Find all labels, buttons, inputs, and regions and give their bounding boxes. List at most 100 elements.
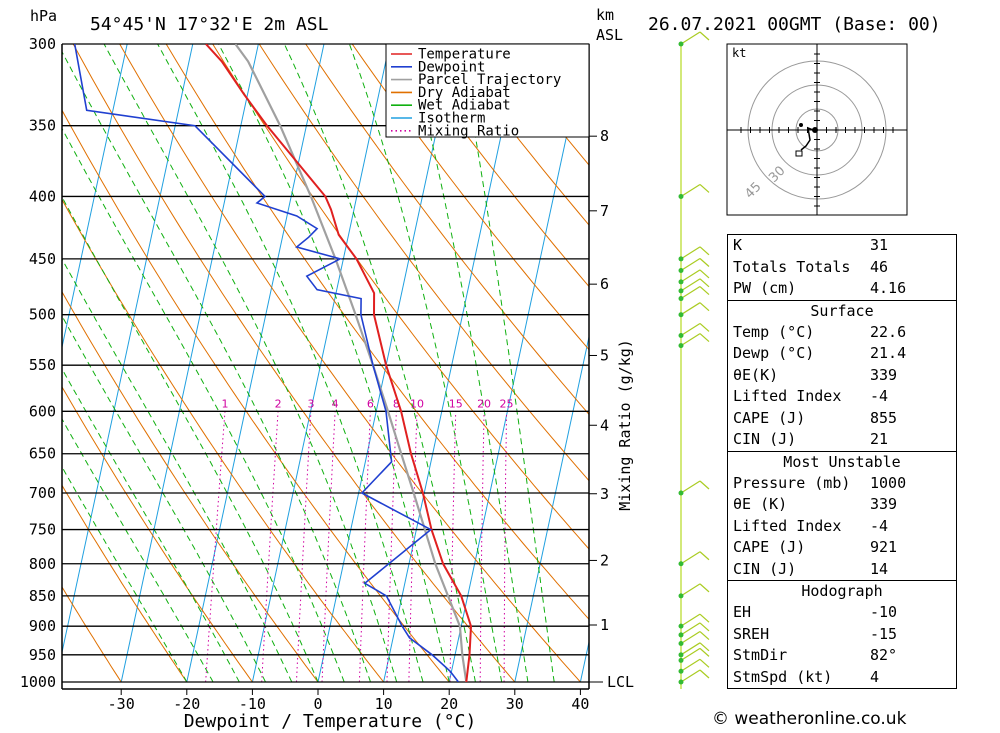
index-row: K 31 bbox=[728, 235, 956, 257]
index-row: Lifted Index -4 bbox=[728, 386, 956, 408]
height-tick-label: 7 bbox=[600, 202, 609, 220]
index-value: 4.16 bbox=[870, 279, 907, 297]
wind-barb-flag bbox=[699, 551, 710, 561]
surface-heading: Surface bbox=[810, 301, 874, 320]
dry-adiabat-line bbox=[119, 44, 581, 682]
index-value: -4 bbox=[870, 387, 889, 405]
index-label: CIN (J) bbox=[733, 430, 797, 448]
mixing-ratio-label: 8 bbox=[393, 397, 400, 410]
index-label: StmDir bbox=[733, 646, 788, 664]
index-label: EH bbox=[733, 603, 752, 621]
wind-barb-dot bbox=[678, 632, 684, 638]
hodograph-surface-marker bbox=[795, 150, 803, 157]
index-row: CIN (J) 14 bbox=[728, 559, 956, 581]
index-row: Dewp (°C) 21.4 bbox=[728, 343, 956, 365]
height-tick-label: 8 bbox=[600, 127, 609, 145]
wind-barb-flag bbox=[699, 183, 710, 193]
temperature-tick-label: -20 bbox=[173, 695, 200, 713]
wind-barb bbox=[680, 613, 701, 627]
km-unit-label: km bbox=[596, 6, 614, 24]
wet-adiabat-line bbox=[62, 50, 371, 682]
wind-barb-flag bbox=[699, 269, 710, 279]
index-row: θE(K) 339 bbox=[728, 365, 956, 387]
temperature-tick-label: 0 bbox=[313, 695, 322, 713]
wind-barb-dot bbox=[678, 490, 684, 496]
index-row: θE (K) 339 bbox=[728, 494, 956, 516]
wind-barb bbox=[680, 333, 701, 347]
pressure-tick-label: 1000 bbox=[20, 673, 56, 691]
wind-barb-flag bbox=[699, 246, 710, 256]
wind-barb-dot bbox=[678, 256, 684, 262]
height-tick-label: 6 bbox=[600, 275, 609, 293]
wind-barb-flag bbox=[699, 647, 710, 657]
index-row: CAPE (J) 855 bbox=[728, 408, 956, 430]
index-label: Totals Totals bbox=[733, 257, 851, 276]
mixing-ratio-label: 3 bbox=[307, 397, 314, 410]
hodograph-storm-motion-marker bbox=[812, 127, 818, 133]
legend-label: Temperature bbox=[418, 47, 511, 63]
height-axis-labels: 1 2 3 4 5 6 7 8 bbox=[589, 127, 609, 634]
wet-adiabat-line bbox=[157, 44, 424, 682]
wind-barb-flag bbox=[699, 631, 710, 640]
index-label: CAPE (J) bbox=[733, 538, 806, 556]
wind-profile bbox=[678, 31, 710, 689]
wind-barb-dot bbox=[678, 41, 684, 47]
wind-barb-flag bbox=[699, 613, 710, 623]
site-credit-link[interactable]: © weatheronline.co.uk bbox=[712, 709, 907, 729]
wet-adiabat-line bbox=[103, 44, 398, 682]
mixing-ratio-label: 15 bbox=[449, 397, 463, 410]
index-label: K bbox=[733, 236, 743, 254]
wind-barb bbox=[680, 622, 701, 636]
height-tick-label: 2 bbox=[600, 551, 609, 569]
mixing-ratio-label: 4 bbox=[332, 397, 339, 410]
wind-barb bbox=[680, 302, 701, 316]
wet-adiabat-line bbox=[62, 258, 293, 682]
mixing-ratio-label: 2 bbox=[275, 397, 282, 410]
mixing-ratio-label: 1 bbox=[221, 397, 228, 410]
wind-barb bbox=[680, 269, 701, 283]
indices-table: K 31 Totals Totals 46 PW (cm) 4.16 Surface … bbox=[727, 234, 957, 689]
index-row: PW (cm) 4.16 bbox=[728, 278, 956, 300]
wind-barb bbox=[680, 631, 701, 645]
wind-barb-flag bbox=[699, 258, 710, 267]
wind-barb bbox=[680, 658, 701, 672]
most-unstable-heading: Most Unstable bbox=[783, 452, 901, 471]
wind-barb-flag bbox=[699, 323, 710, 332]
pressure-tick-label: 850 bbox=[29, 587, 56, 605]
index-row: CAPE (J) 921 bbox=[728, 537, 956, 559]
index-value: 21 bbox=[870, 430, 889, 448]
mixing-ratio-line bbox=[358, 411, 371, 682]
isotherm-line bbox=[383, 44, 522, 682]
dry-adiabat-line bbox=[351, 44, 589, 351]
mixing-ratio-label: 25 bbox=[500, 397, 514, 410]
index-row: EH -10 bbox=[728, 602, 956, 624]
mixing-ratio-line bbox=[261, 411, 279, 682]
isobars bbox=[62, 43, 589, 683]
wind-barb bbox=[680, 583, 701, 597]
hodograph-point bbox=[799, 123, 803, 127]
isotherm-line bbox=[62, 44, 128, 350]
pressure-tick-label: 350 bbox=[29, 117, 56, 135]
temperature-tick-label: 20 bbox=[440, 695, 458, 713]
legend-label: Dry Adiabat bbox=[418, 85, 511, 101]
temperature-tick-label: 30 bbox=[506, 695, 524, 713]
legend-label: Wet Adiabat bbox=[418, 98, 511, 114]
isotherm-line bbox=[186, 44, 325, 682]
pressure-tick-label: 550 bbox=[29, 356, 56, 374]
index-value: -4 bbox=[870, 516, 889, 535]
hodograph-unit: kt bbox=[732, 46, 746, 60]
index-value: 82° bbox=[870, 646, 898, 664]
index-label: θE (K) bbox=[733, 495, 788, 513]
index-label: Pressure (mb) bbox=[733, 473, 851, 492]
isotherm-line bbox=[448, 44, 587, 682]
temperature-line bbox=[205, 44, 473, 682]
wind-barb-flag bbox=[699, 669, 710, 679]
location-title: 54°45'N 17°32'E 2m ASL bbox=[90, 14, 329, 35]
wet-adiabat-line bbox=[218, 44, 450, 682]
pressure-tick-label: 300 bbox=[29, 35, 56, 53]
dry-adiabat-line bbox=[62, 586, 122, 682]
indices-general-section: K 31 Totals Totals 46 PW (cm) 4.16 bbox=[728, 235, 956, 301]
index-value: 855 bbox=[870, 408, 898, 427]
index-label: Temp (°C) bbox=[733, 322, 815, 341]
index-row: StmSpd (kt) 4 bbox=[728, 667, 956, 689]
